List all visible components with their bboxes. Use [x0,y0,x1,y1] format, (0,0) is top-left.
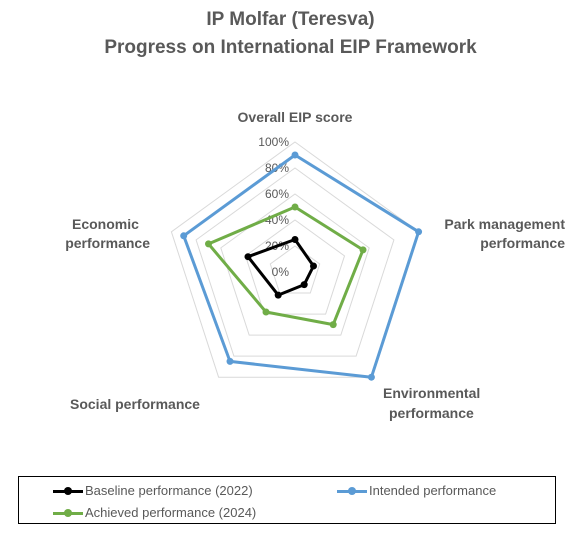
series-2-point-0 [291,203,299,211]
axis-label-4-line-1: performance [65,235,150,251]
axis-label-0-line-0: Overall EIP score [238,109,353,125]
grid-ring-100 [170,141,420,378]
axis-label-2-line-1: performance [389,405,474,421]
radar-chart: 0%20%40%60%80%100%Overall EIP scorePark … [65,109,565,421]
legend-swatch-achieved [53,508,83,518]
series-1-point-0 [291,151,299,159]
grid-ring-80 [195,167,395,357]
tick-label-100: 100% [258,135,289,149]
series-line-0 [246,238,315,297]
chart-title-line-1: IP Molfar (Teresva) [206,9,375,30]
legend-label-baseline: Baseline performance (2022) [85,483,253,498]
legend-label-achieved: Achieved performance (2024) [85,505,257,520]
series-1-point-1 [415,228,423,236]
series-2-point-4 [205,240,212,248]
series-1-point-3 [226,357,234,365]
grid-ring-40 [244,219,346,315]
axis-label-4-line-0: Economic [72,216,139,232]
legend-item-intended: Intended performance [337,483,496,498]
axis-label-1-line-1: performance [480,235,565,251]
chart-title-line-2: Progress on International EIP Framework [104,37,477,58]
grid-ring-20 [269,245,321,294]
tick-label-0: 0% [272,265,290,279]
series-2-point-3 [262,308,270,316]
series-0-point-3 [274,291,282,299]
series-2-point-2 [329,321,337,329]
series-0-point-0 [291,236,299,243]
chart-title: IP Molfar (Teresva) Progress on Internat… [0,6,581,62]
tick-label-60: 60% [265,187,289,201]
series-line-1 [182,153,421,379]
legend-swatch-baseline [53,486,83,496]
series-0-point-4 [244,253,252,261]
series-1-point-2 [367,373,375,381]
legend-item-baseline: Baseline performance (2022) [53,483,253,498]
legend-swatch-intended [337,486,367,496]
legend-item-achieved: Achieved performance (2024) [53,505,256,520]
axis-label-1-line-0: Park management [444,216,565,232]
axis-label-3-line-0: Social performance [70,396,200,412]
series-2-point-1 [359,246,367,254]
series-line-2 [207,205,365,327]
series-0-point-1 [310,262,317,270]
series-0-point-2 [300,281,308,289]
chart-legend: Baseline performance (2022) Intended per… [18,476,556,524]
series-1-point-4 [180,232,188,240]
grid-ring-60 [220,193,370,336]
legend-label-intended: Intended performance [369,483,497,498]
axis-label-2-line-0: Environmental [383,385,480,401]
